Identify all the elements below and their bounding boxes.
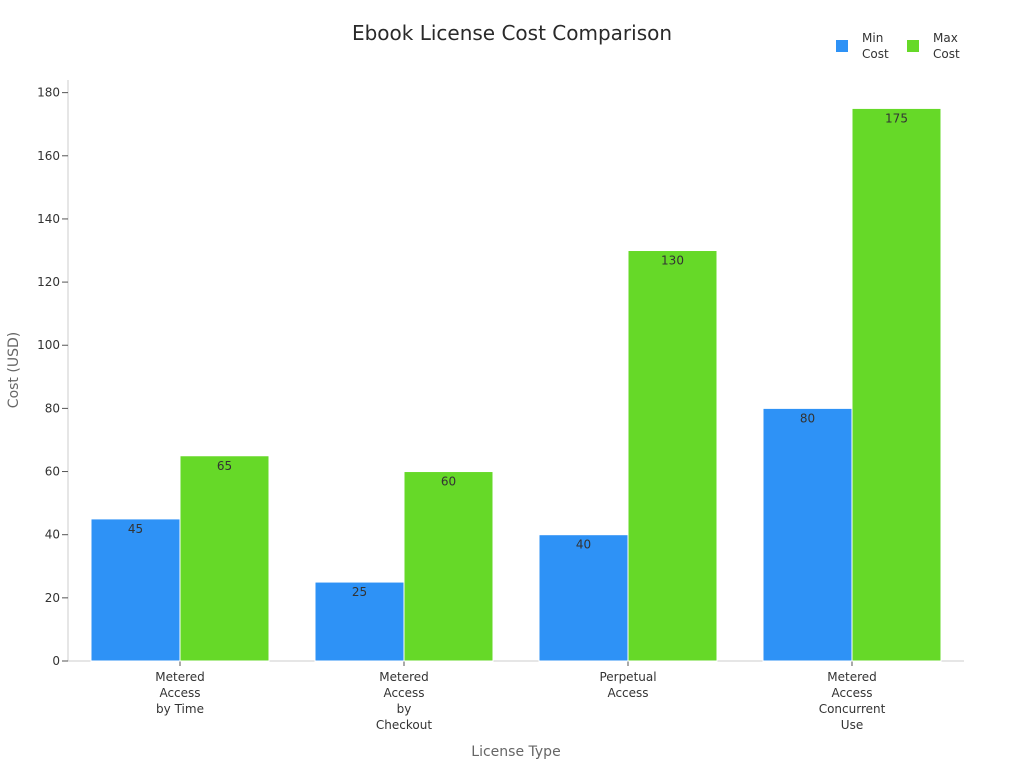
y-tick-label: 20 <box>45 591 60 605</box>
data-label: 130 <box>661 254 684 268</box>
x-tick-label-line: Concurrent <box>819 702 886 716</box>
chart-title: Ebook License Cost Comparison <box>352 21 672 45</box>
x-tick-label-line: Use <box>841 718 863 732</box>
bar-max-cost <box>627 250 718 662</box>
legend-label: Max Cost <box>933 31 960 61</box>
data-label: 45 <box>128 522 143 536</box>
legend-label-line: Cost <box>933 47 960 61</box>
x-tick-label: Perpetual Access <box>599 670 656 700</box>
x-tick-label: Metered Access by Checkout <box>376 670 432 732</box>
legend-label-line: Min <box>862 31 883 45</box>
x-tick-label: Metered Access by Time <box>155 670 205 716</box>
x-tick-label-line: Metered <box>155 670 205 684</box>
data-label: 175 <box>885 111 908 125</box>
data-labels: 45 65 25 60 40 130 80 175 <box>128 111 908 599</box>
data-label: 25 <box>352 585 367 599</box>
bar-max-cost <box>851 107 942 662</box>
bar-min-cost <box>314 581 405 662</box>
bars <box>90 107 942 662</box>
x-tick-label-line: Metered <box>827 670 877 684</box>
y-tick-label: 140 <box>37 212 60 226</box>
y-tick-label: 0 <box>52 654 60 668</box>
x-tick-label-line: Access <box>159 686 200 700</box>
x-tick-label-line: Access <box>831 686 872 700</box>
bar-max-cost <box>179 455 270 662</box>
x-tick-label-line: Checkout <box>376 718 432 732</box>
bar-min-cost <box>762 407 853 662</box>
data-label: 40 <box>576 538 591 552</box>
legend: Min Cost Max Cost <box>836 31 960 61</box>
y-tick-label: 40 <box>45 528 60 542</box>
y-tick-label: 80 <box>45 401 60 415</box>
x-tick-label-line: Access <box>607 686 648 700</box>
y-tick-label: 160 <box>37 149 60 163</box>
y-tick-label: 100 <box>37 338 60 352</box>
x-tick-label: Metered Access Concurrent Use <box>819 670 886 732</box>
data-label: 65 <box>217 459 232 473</box>
legend-label-line: Max <box>933 31 958 45</box>
y-tick-label: 180 <box>37 86 60 100</box>
x-tick-label-line: Access <box>383 686 424 700</box>
bar-min-cost <box>90 518 181 662</box>
bar-max-cost <box>403 471 494 662</box>
x-tick-label-line: Perpetual <box>599 670 656 684</box>
bar-min-cost <box>538 534 629 662</box>
x-tick-label-line: by <box>397 702 412 716</box>
x-axis: Metered Access by Time Metered Access by Check… <box>68 660 964 732</box>
x-tick-label-line: Metered <box>379 670 429 684</box>
legend-swatch <box>907 40 919 52</box>
y-axis-title: Cost (USD) <box>6 332 22 408</box>
data-label: 60 <box>441 475 456 489</box>
x-axis-title: License Type <box>471 744 560 760</box>
y-axis: 0 20 40 60 80 100 120 140 160 180 <box>37 80 69 668</box>
legend-label: Min Cost <box>862 31 889 61</box>
y-tick-label: 60 <box>45 465 60 479</box>
data-label: 80 <box>800 411 815 425</box>
y-tick-label: 120 <box>37 275 60 289</box>
legend-swatch <box>836 40 848 52</box>
legend-label-line: Cost <box>862 47 889 61</box>
x-tick-label-line: by Time <box>156 702 204 716</box>
